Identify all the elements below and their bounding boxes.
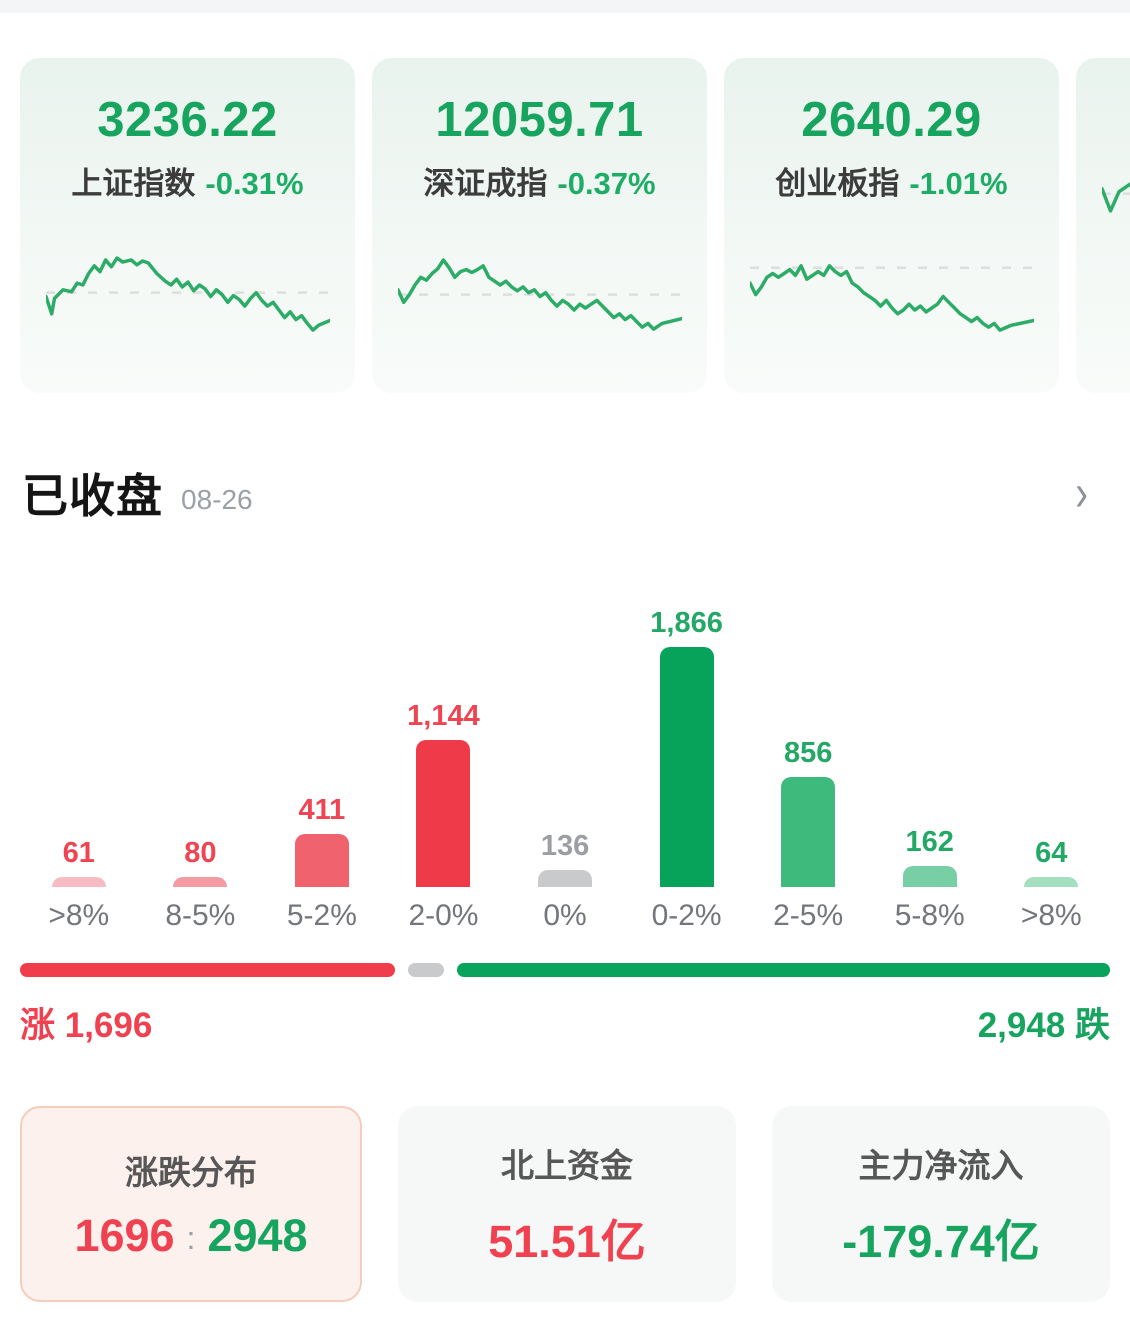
market-closed-header: 已收盘 08-26 › <box>0 451 1130 535</box>
sparkline-chart <box>749 237 1034 333</box>
ratio-up-value: 1696 <box>74 1210 175 1261</box>
sparkline-chart <box>1101 136 1130 232</box>
decline-segment <box>457 963 1110 977</box>
bar-value-label: 1,144 <box>407 700 480 732</box>
bar-category-label: 5-2% <box>286 899 357 932</box>
bar-column: 162 <box>869 826 991 887</box>
index-value: 2640.29 <box>801 93 982 147</box>
index-card-shenzhen[interactable]: 12059.71 深证成指 -0.37% <box>372 58 707 393</box>
index-card-shanghai[interactable]: 3236.22 上证指数 -0.31% <box>20 58 355 393</box>
bar-value-label: 411 <box>298 794 346 826</box>
index-name: 深证成指 <box>423 166 548 201</box>
index-card-partial[interactable] <box>1076 58 1130 393</box>
summary-cards-row: 涨跌分布 1696 : 2948 北上资金 51.51亿 主力净流入 -179.… <box>0 1106 1130 1302</box>
tab-distribution-card[interactable]: 涨跌分布 1696 : 2948 <box>20 1106 362 1302</box>
bar-column: 411 <box>261 794 383 887</box>
sparkline-chart <box>397 237 682 333</box>
ratio-down-value: 2948 <box>207 1210 308 1261</box>
bar-rect <box>1024 877 1079 887</box>
tab-northbound-card[interactable]: 北上资金 51.51亿 <box>398 1106 736 1302</box>
summary-title: 涨跌分布 <box>125 1154 257 1191</box>
sparkline-chart <box>45 237 330 333</box>
bar-category-label: 5-8% <box>894 899 965 932</box>
index-cards-carousel[interactable]: 3236.22 上证指数 -0.31% 12059.71 深证成指 -0.37%… <box>0 58 1130 393</box>
index-name: 上证指数 <box>71 166 196 201</box>
advancers-count-label: 涨 1,696 <box>20 1006 153 1045</box>
bar-column: 136 <box>504 830 626 887</box>
summary-title: 主力净流入 <box>858 1146 1024 1184</box>
bar-category-label: 0% <box>543 899 587 932</box>
bar-rect <box>416 740 471 887</box>
bar-column: 61 <box>18 837 140 887</box>
section-date: 08-26 <box>181 484 253 515</box>
distribution-category-labels: >8% 8-5% 5-2% 2-0% 0% 0-2% 2-5% 5-8% >8% <box>0 899 1130 933</box>
index-value: 3236.22 <box>97 93 278 147</box>
bar-category-label: 8-5% <box>165 899 236 932</box>
top-edge-strip <box>0 0 1130 13</box>
bar-value-label: 80 <box>184 837 217 869</box>
bar-column: 1,144 <box>383 700 505 887</box>
bar-value-label: 136 <box>540 830 590 862</box>
index-change: -0.31% <box>205 166 304 201</box>
bar-value-label: 61 <box>62 837 95 869</box>
bar-rect <box>173 877 228 887</box>
distribution-chart: 61 80 411 1,144 136 1,866 856 162 64 <box>0 599 1130 887</box>
index-card-chinext[interactable]: 2640.29 创业板指 -1.01% <box>724 58 1059 393</box>
bar-category-label: 2-5% <box>773 899 844 932</box>
index-value: 12059.71 <box>435 93 644 147</box>
ratio-separator: : <box>186 1219 196 1256</box>
bar-category-label: 0-2% <box>651 899 722 932</box>
section-title: 已收盘 <box>22 470 163 522</box>
northbound-value: 51.51亿 <box>488 1215 646 1267</box>
index-change: -1.01% <box>909 166 1008 201</box>
index-change: -0.37% <box>557 166 656 201</box>
index-name: 创业板指 <box>775 166 900 201</box>
bar-rect <box>51 877 106 887</box>
decliners-count-label: 2,948 跌 <box>977 1006 1110 1045</box>
advance-segment <box>20 963 396 977</box>
up-down-ratio: 1696 : 2948 <box>74 1210 307 1262</box>
bar-value-label: 162 <box>905 826 954 858</box>
bar-category-label: >8% <box>1020 899 1082 932</box>
bar-rect <box>294 834 349 887</box>
bar-column: 1,866 <box>626 607 748 887</box>
bar-rect <box>902 866 957 887</box>
tab-main-inflow-card[interactable]: 主力净流入 -179.74亿 <box>772 1106 1110 1302</box>
bar-rect <box>538 870 593 887</box>
main-inflow-value: -179.74亿 <box>842 1215 1040 1267</box>
chevron-right-icon[interactable]: › <box>1075 464 1088 522</box>
advance-decline-bar <box>20 963 1110 977</box>
bar-rect <box>781 777 836 887</box>
bar-value-label: 1,866 <box>650 607 723 639</box>
bar-rect <box>659 647 714 887</box>
bar-value-label: 64 <box>1035 837 1068 869</box>
summary-title: 北上资金 <box>501 1146 633 1184</box>
bar-column: 856 <box>747 737 869 887</box>
bar-value-label: 856 <box>783 737 833 769</box>
bar-category-label: 2-0% <box>408 899 479 932</box>
bar-column: 80 <box>140 837 262 887</box>
bar-column: 64 <box>991 837 1113 887</box>
unchanged-segment <box>408 963 445 977</box>
bar-category-label: >8% <box>48 899 110 932</box>
